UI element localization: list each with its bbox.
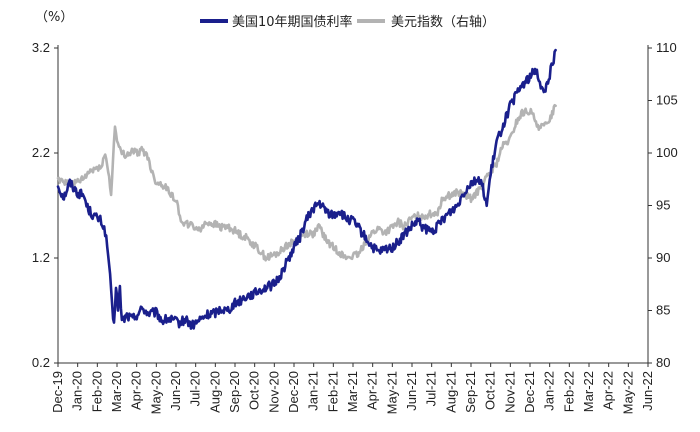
x-tick-label: Apr-22 [601,371,616,410]
series-layer [56,48,557,330]
x-tick-label: Jan-22 [542,371,557,411]
left-axis-unit: （%） [35,10,73,25]
y-right-tick-label: 100 [656,145,678,160]
x-tick-label: Mar-20 [109,371,124,412]
x-tick-label: Jul-21 [424,371,439,406]
y-right-tick-label: 95 [656,198,670,213]
x-tick-label: Mar-21 [345,371,360,412]
axes: 0.2 1.2 2.2 3.2 80 85 90 95 100 105 110 Dec-19 Jan-2… [32,40,678,414]
x-tick-label: Oct-21 [483,371,498,410]
x-tick-label: Feb-22 [561,371,576,412]
x-tick-label: Feb-21 [325,371,340,412]
x-tick-label: May-22 [620,371,635,414]
x-tick-label: Jan-21 [306,371,321,411]
legend: 美国10年期国债利率 美元指数（右轴） [200,14,495,30]
x-tick-label: Apr-21 [365,371,380,410]
y-left-tick-label: 2.2 [32,145,50,160]
x-tick-label: Dec-20 [286,371,301,413]
y-right-tick-label: 90 [656,250,670,265]
x-tick-label: Jan-20 [70,371,85,411]
x-tick-label: Nov-20 [266,371,281,413]
x-tick-label: May-21 [384,371,399,414]
x-tick-label: Jul-20 [188,371,203,406]
x-tick-label: Aug-21 [443,371,458,413]
series-line-dollar-index [56,103,557,262]
x-tick-label: Mar-22 [581,371,596,412]
y-left-tick-label: 1.2 [32,250,50,265]
x-tick-label: Feb-20 [89,371,104,412]
x-tick-label: Jun-20 [168,371,183,411]
x-tick-label: Dec-19 [50,371,65,413]
y-right-tick-label: 80 [656,355,670,370]
y-left-tick-label: 3.2 [32,40,50,55]
y-right-tick-label: 105 [656,93,678,108]
y-left-tick-label: 0.2 [32,355,50,370]
series-line-treasury-yield [56,48,557,330]
legend-label-treasury: 美国10年期国债利率 [232,14,353,30]
x-tick-label: Nov-21 [502,371,517,413]
y-right-tick-label: 85 [656,303,670,318]
x-tick-label: Apr-20 [129,371,144,410]
y-right-tick-label: 110 [656,40,677,55]
x-tick-label: Sep-21 [463,371,478,413]
x-tick-label: Jun-22 [640,371,655,411]
x-tick-label: Aug-20 [207,371,222,413]
x-tick-label: Sep-20 [227,371,242,413]
x-tick-label: Oct-20 [247,371,262,410]
x-tick-label: May-20 [148,371,163,414]
legend-label-dollar-index: 美元指数（右轴） [391,15,495,30]
x-tick-label: Dec-21 [522,371,537,413]
x-tick-label: Jun-21 [404,371,419,411]
